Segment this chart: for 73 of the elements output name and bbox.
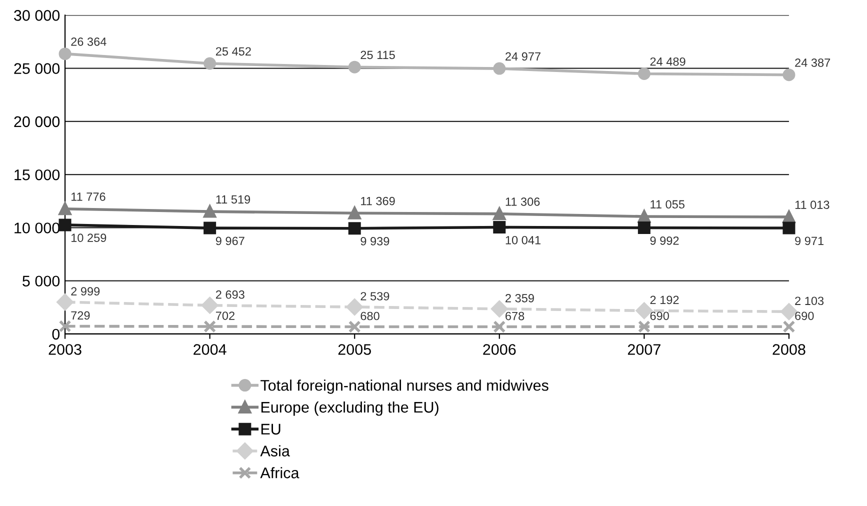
- data-label: 9 939: [360, 237, 390, 246]
- x-tick-label: 2006: [483, 344, 516, 355]
- x-tick-label: 2005: [338, 344, 371, 355]
- data-label: 10 259: [71, 234, 106, 242]
- legend-label: EU: [261, 424, 280, 435]
- point: [204, 57, 216, 70]
- point: [493, 320, 506, 334]
- point: [204, 222, 216, 234]
- point: [58, 202, 72, 216]
- point: [782, 320, 796, 333]
- data-label: 11 369: [361, 196, 395, 206]
- x-tick-label: 2007: [628, 344, 660, 355]
- data-label: 2 539: [360, 292, 390, 300]
- data-label: 2 693: [216, 290, 244, 299]
- point: [493, 208, 506, 220]
- point: [58, 218, 72, 232]
- legend-label: Africa: [260, 467, 300, 478]
- data-label: 11 519: [216, 195, 250, 204]
- point: [493, 221, 506, 234]
- point: [56, 294, 74, 310]
- y-tick-label: 25 000: [14, 63, 60, 74]
- data-label: 24 387: [795, 58, 830, 67]
- point: [638, 67, 650, 80]
- point: [348, 206, 361, 220]
- data-label: 24 489: [650, 57, 686, 66]
- point: [638, 320, 650, 333]
- data-label: 690: [795, 312, 814, 320]
- point: [782, 222, 796, 234]
- legend-label: Europe (excluding the EU): [261, 401, 438, 416]
- data-label: 9 967: [216, 236, 244, 246]
- point: [493, 62, 506, 75]
- point: [348, 320, 361, 333]
- x-tick-label: 2004: [194, 344, 226, 355]
- y-tick-label: 0: [52, 328, 60, 340]
- legend-label: Total foreign-national nurses and midwives: [260, 380, 548, 394]
- data-label: 2 359: [506, 294, 534, 302]
- legend-label: Asia: [260, 445, 290, 456]
- data-label: 26 364: [71, 38, 106, 46]
- point: [204, 320, 216, 333]
- data-label: 729: [71, 311, 90, 320]
- data-label: 9 992: [650, 236, 679, 245]
- point: [204, 205, 216, 218]
- point: [782, 68, 796, 82]
- y-tick-label: 5 000: [22, 276, 60, 287]
- data-label: 11 306: [506, 198, 540, 206]
- data-label: 11 013: [795, 200, 830, 209]
- point: [782, 210, 796, 224]
- data-label: 11 776: [71, 192, 106, 201]
- data-label: 9 971: [795, 236, 824, 246]
- data-label: 2 999: [71, 287, 100, 296]
- point: [58, 320, 72, 332]
- data-label: 678: [506, 312, 524, 320]
- data-label: 2 192: [650, 296, 679, 304]
- y-tick-label: 30 000: [14, 10, 60, 21]
- point: [638, 210, 650, 223]
- data-label: 11 055: [650, 200, 684, 209]
- data-label: 10 041: [506, 236, 540, 244]
- data-label: 25 115: [360, 50, 395, 60]
- x-tick-label: 2003: [48, 344, 82, 355]
- point: [58, 48, 72, 60]
- data-label: 690: [650, 312, 669, 320]
- data-label: 2 103: [795, 296, 824, 306]
- data-label: 24 977: [506, 52, 540, 61]
- data-label: 680: [360, 312, 380, 320]
- point: [348, 222, 361, 235]
- y-tick-label: 15 000: [14, 169, 60, 180]
- y-tick-label: 10 000: [14, 222, 60, 234]
- point: [638, 222, 650, 234]
- data-label: 702: [216, 312, 234, 320]
- y-tick-label: 20 000: [14, 116, 60, 128]
- x-tick-label: 2008: [772, 344, 806, 355]
- data-label: 25 452: [216, 47, 251, 56]
- point: [348, 60, 361, 74]
